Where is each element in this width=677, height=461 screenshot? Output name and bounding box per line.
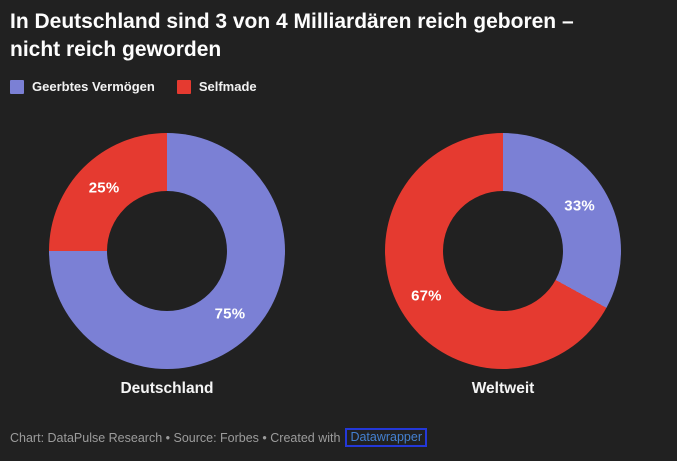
donut-box: 33% 67% (385, 133, 621, 369)
legend: Geerbtes Vermögen Selfmade (10, 79, 257, 94)
legend-label-geerbtes-vermoegen: Geerbtes Vermögen (32, 79, 155, 94)
slice-value-label: 67% (411, 287, 442, 305)
donut-box: 75% 25% (49, 133, 285, 369)
attribution-text: Chart: DataPulse Research • Source: Forb… (10, 430, 341, 445)
chart-label-deutschland: Deutschland (120, 380, 214, 397)
legend-item-selfmade: Selfmade (176, 79, 257, 94)
donut-chart-deutschland: 75% 25% Deutschland (49, 133, 285, 398)
footer-attribution: Chart: DataPulse Research • Source: Forb… (10, 428, 428, 447)
donut-chart-weltweit: 33% 67% Weltweit (385, 133, 621, 398)
legend-swatch-selfmade (176, 79, 191, 94)
legend-swatch-geerbtes-vermoegen (10, 79, 24, 94)
slice-value-label: 25% (88, 179, 120, 197)
donut-hole (443, 191, 563, 311)
donut-hole (107, 191, 227, 311)
slice-value-label: 33% (564, 197, 595, 215)
slice-value-label: 75% (214, 305, 246, 323)
chart-label-weltweit: Weltweit (471, 380, 535, 397)
legend-item-geerbtes-vermoegen: Geerbtes Vermögen (10, 79, 155, 94)
datawrapper-link[interactable]: Datawrapper (345, 428, 428, 447)
chart-title: In Deutschland sind 3 von 4 Milliardären… (10, 10, 574, 61)
legend-label-selfmade: Selfmade (198, 79, 257, 94)
